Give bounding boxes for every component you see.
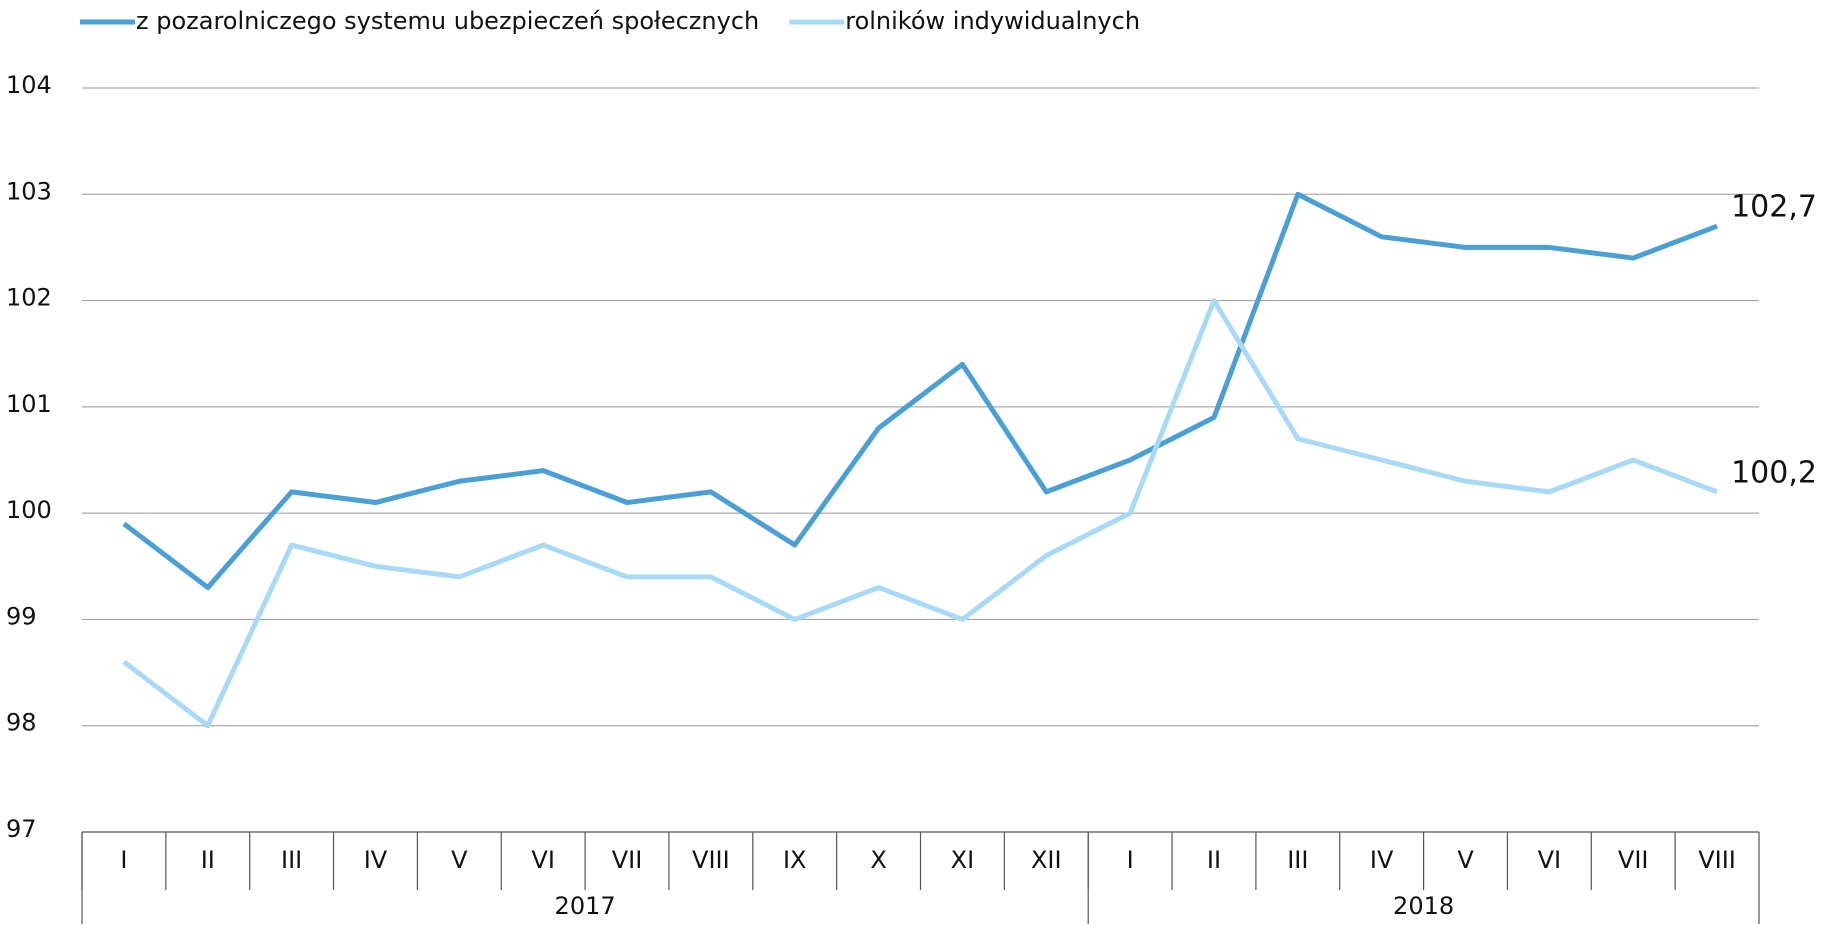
x-tick-label: VI: [531, 846, 555, 874]
y-tick-label: 103: [6, 177, 52, 205]
y-tick-label: 99: [6, 602, 37, 630]
x-tick-label: XII: [1031, 846, 1062, 874]
x-tick-label: IX: [783, 846, 807, 874]
series-line: [122, 191, 1718, 591]
x-tick-label: VIII: [1698, 846, 1736, 874]
y-tick-label: 102: [6, 284, 52, 312]
x-tick-label: IV: [364, 846, 388, 874]
legend-label: z pozarolniczego systemu ubezpieczeń spo…: [136, 7, 759, 35]
series-line: [122, 298, 1718, 729]
x-tick-label: VI: [1538, 846, 1562, 874]
x-tick-label: XI: [951, 846, 975, 874]
x-tick-label: III: [281, 846, 302, 874]
x-tick-label: II: [201, 846, 215, 874]
x-tick-label: III: [1287, 846, 1308, 874]
x-tick-label: I: [120, 846, 127, 874]
x-group-label: 2018: [1393, 892, 1454, 920]
x-tick-label: IV: [1370, 846, 1394, 874]
x-tick-label: X: [870, 846, 886, 874]
y-tick-label: 101: [6, 390, 52, 418]
x-tick-label: V: [1457, 846, 1474, 874]
x-tick-label: VII: [612, 846, 643, 874]
y-tick-label: 98: [6, 709, 37, 737]
x-group-label: 2017: [555, 892, 616, 920]
y-tick-label: 100: [6, 496, 52, 524]
y-tick-label: 97: [6, 815, 37, 843]
y-tick-label: 104: [6, 71, 52, 99]
x-tick-label: VIII: [692, 846, 730, 874]
legend-label: rolników indywidualnych: [845, 7, 1140, 35]
x-tick-label: V: [451, 846, 468, 874]
data-label: 102,7: [1731, 190, 1817, 225]
x-tick-label: VII: [1618, 846, 1649, 874]
data-label: 100,2: [1731, 455, 1817, 490]
x-tick-label: II: [1207, 846, 1221, 874]
x-tick-label: I: [1127, 846, 1134, 874]
